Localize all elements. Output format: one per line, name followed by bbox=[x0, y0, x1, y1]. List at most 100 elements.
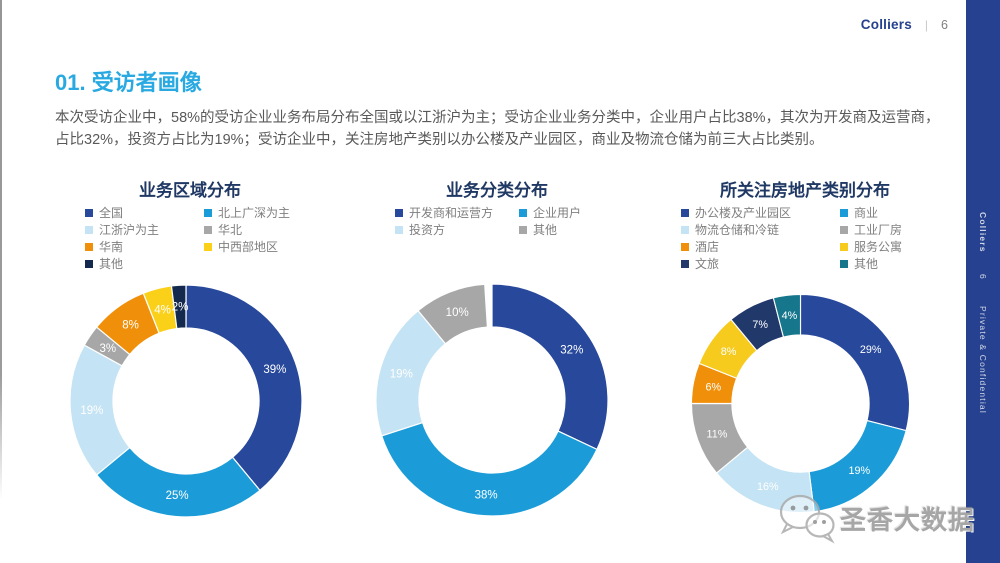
slice-label: 4% bbox=[154, 305, 171, 317]
legend-swatch bbox=[204, 208, 212, 217]
donut-slice bbox=[170, 284, 187, 330]
legend-swatch bbox=[840, 259, 848, 268]
slice-label: 8% bbox=[721, 346, 737, 358]
slice-label: 4% bbox=[782, 310, 798, 322]
screen-edge-artifact bbox=[0, 0, 2, 500]
chart-business-region: 业务区域分布 全国 北上广深为主 江浙沪为主 华北 华南 中西部地区 其他 39% 25% 19… bbox=[55, 172, 325, 540]
legend-item: 投资方 bbox=[395, 222, 515, 237]
page-number: 6 bbox=[941, 17, 948, 32]
header-separator: | bbox=[924, 17, 929, 32]
legend-swatch bbox=[204, 242, 212, 251]
chart-title: 业务区域分布 bbox=[139, 181, 241, 200]
legend-item: 企业用户 bbox=[519, 205, 581, 220]
side-rail: Colliers 6 Private & Confidential bbox=[966, 0, 1000, 563]
intro-paragraph: 本次受访企业中，58%的受访企业业务布局分布全国或以江浙沪为主；受访企业业务分类… bbox=[55, 109, 940, 148]
legend-label: 酒店 bbox=[695, 240, 720, 254]
legend-item: 物流仓储和冷链 bbox=[681, 222, 836, 237]
legend-label: 中西部地区 bbox=[218, 240, 279, 254]
legend-item: 华南 bbox=[85, 239, 200, 254]
slice-label: 32% bbox=[560, 344, 583, 356]
slice-label: 38% bbox=[475, 489, 498, 501]
legend-swatch bbox=[519, 225, 527, 234]
page-header: Colliers | 6 bbox=[861, 17, 948, 32]
wechat-icon bbox=[779, 494, 835, 544]
colliers-logo: Colliers bbox=[860, 17, 912, 32]
legend-swatch bbox=[519, 208, 527, 217]
slice-label: 2% bbox=[172, 302, 189, 314]
slice-label: 19% bbox=[848, 465, 870, 477]
legend-label: 开发商和运营方 bbox=[409, 206, 494, 220]
slice-label: 10% bbox=[446, 307, 469, 319]
legend-label: 北上广深为主 bbox=[218, 206, 291, 220]
legend-item: 华北 bbox=[204, 222, 290, 237]
donut-slice bbox=[799, 293, 911, 432]
legend-label: 服务公寓 bbox=[854, 240, 903, 254]
chart-title: 业务分类分布 bbox=[446, 181, 548, 200]
donut-slice bbox=[491, 283, 609, 451]
chart-property-type: 所关注房地产类别分布 办公楼及产业园区 商业物流仓储和冷链 工业厂房酒店 服务公寓文旅… bbox=[655, 172, 955, 540]
legend-label: 企业用户 bbox=[533, 206, 582, 220]
legend-item: 酒店 bbox=[681, 239, 836, 254]
slice-label: 11% bbox=[707, 428, 728, 440]
legend-item: 江浙沪为主 bbox=[85, 222, 200, 237]
slice-label: 19% bbox=[80, 405, 103, 417]
legend-swatch bbox=[681, 208, 689, 217]
donut-chart: 29% 19% 16% 11% 6% 8% 7% 4% bbox=[690, 293, 911, 514]
slice-label: 8% bbox=[122, 320, 139, 332]
legend-label: 办公楼及产业园区 bbox=[695, 206, 792, 220]
slice-label: 39% bbox=[263, 364, 286, 376]
watermark: 圣香大数据 bbox=[778, 492, 975, 544]
legend-label: 其他 bbox=[854, 257, 879, 271]
legend-label: 华南 bbox=[99, 240, 124, 254]
slice-label: 6% bbox=[705, 382, 721, 394]
donut-slice bbox=[380, 421, 598, 517]
legend-label: 华北 bbox=[218, 223, 243, 237]
legend-swatch bbox=[681, 225, 689, 234]
legend-swatch bbox=[681, 259, 689, 268]
legend-item: 全国 bbox=[85, 205, 200, 220]
section-title: 01. 受访者画像 bbox=[55, 69, 202, 95]
legend-swatch bbox=[85, 259, 93, 268]
legend-swatch bbox=[840, 208, 848, 217]
legend-item: 北上广深为主 bbox=[204, 205, 290, 220]
legend-swatch bbox=[204, 225, 212, 234]
legend-swatch bbox=[681, 242, 689, 251]
donut-chart: 39% 25% 19% 3% 8% 4% 2% bbox=[69, 284, 303, 518]
slice-label: 19% bbox=[390, 369, 413, 381]
slice-label: 7% bbox=[752, 319, 768, 331]
legend-swatch bbox=[85, 225, 93, 234]
legend-item: 其他 bbox=[519, 222, 581, 237]
legend-item: 办公楼及产业园区 bbox=[681, 205, 836, 220]
legend-item: 工业厂房 bbox=[840, 222, 902, 237]
legend-item: 商业 bbox=[840, 205, 902, 220]
donut-slice bbox=[772, 293, 802, 338]
legend-label: 文旅 bbox=[695, 257, 720, 271]
rail-brand: Colliers bbox=[978, 212, 988, 253]
legend-label: 物流仓储和冷链 bbox=[695, 223, 780, 237]
legend-swatch bbox=[840, 242, 848, 251]
rail-confidential-label: Private & Confidential bbox=[978, 306, 988, 414]
rail-page-number: 6 bbox=[978, 274, 988, 280]
chart-legend: 开发商和运营方 企业用户投资方 其他 bbox=[395, 205, 581, 237]
legend-swatch bbox=[85, 208, 93, 217]
donut-slice bbox=[417, 283, 489, 345]
chart-business-category: 业务分类分布 开发商和运营方 企业用户投资方 其他 32% 38% 19% 10% bbox=[367, 172, 627, 540]
donut-chart: 32% 38% 19% 10% bbox=[375, 283, 609, 517]
legend-label: 江浙沪为主 bbox=[99, 223, 160, 237]
legend-label: 投资方 bbox=[409, 223, 446, 237]
legend-item: 服务公寓 bbox=[840, 239, 902, 254]
legend-swatch bbox=[395, 208, 403, 217]
legend-item: 其他 bbox=[840, 256, 902, 271]
watermark-text: 圣香大数据 bbox=[840, 504, 976, 535]
chart-legend: 全国 北上广深为主江浙沪为主 华北华南 中西部地区其他 bbox=[85, 205, 290, 271]
legend-label: 其他 bbox=[533, 223, 558, 237]
legend-item: 文旅 bbox=[681, 256, 836, 271]
legend-label: 工业厂房 bbox=[854, 223, 903, 237]
legend-swatch bbox=[85, 242, 93, 251]
chart-legend: 办公楼及产业园区 商业物流仓储和冷链 工业厂房酒店 服务公寓文旅 其他 bbox=[681, 205, 902, 271]
chart-title: 所关注房地产类别分布 bbox=[720, 181, 890, 200]
legend-label: 商业 bbox=[854, 206, 879, 220]
legend-swatch bbox=[395, 225, 403, 234]
legend-item: 其他 bbox=[85, 256, 200, 271]
